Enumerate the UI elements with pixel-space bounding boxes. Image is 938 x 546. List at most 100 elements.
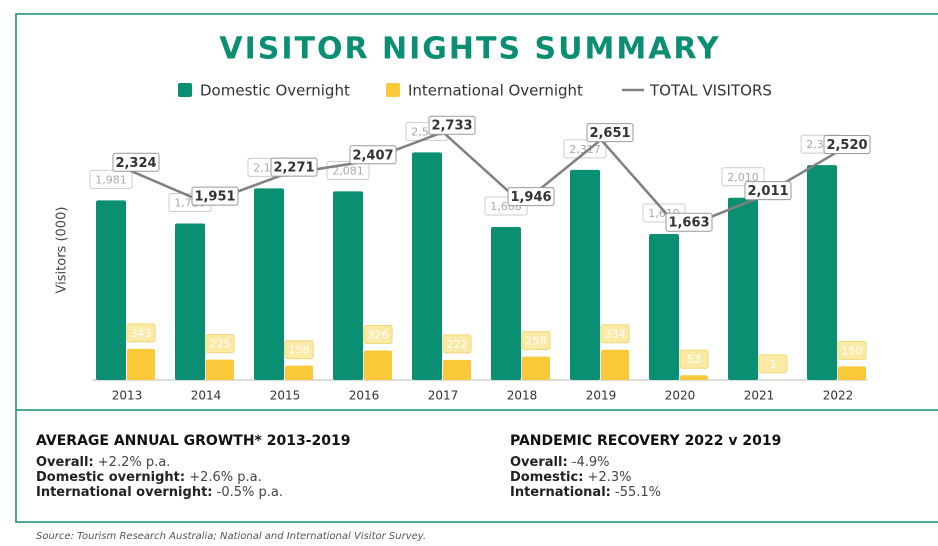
data-label-box — [428, 115, 476, 135]
panel-item: Overall: +2.2% p.a. — [36, 455, 170, 470]
legend-label: Domestic Overnight — [200, 82, 350, 100]
data-label-box — [442, 334, 472, 354]
data-label-box — [89, 169, 133, 189]
data-label: 343 — [131, 327, 152, 340]
data-label-box — [363, 324, 393, 344]
data-label: 1 — [770, 358, 777, 371]
data-label: 2,733 — [431, 119, 472, 134]
bar — [728, 197, 758, 380]
panel-item: Overall: -4.9% — [510, 455, 610, 470]
data-label-box — [349, 145, 397, 165]
data-label-box — [665, 212, 713, 232]
data-label-box — [679, 349, 709, 369]
legend-swatch — [178, 83, 192, 97]
data-label: 1,951 — [194, 190, 235, 205]
data-label: 2,407 — [352, 148, 393, 163]
data-label: 334 — [605, 328, 626, 341]
data-label: 326 — [368, 328, 389, 341]
data-label-box — [521, 331, 551, 351]
item-label: Domestic: — [510, 470, 583, 485]
bar — [570, 169, 600, 380]
bar — [522, 356, 550, 380]
data-label-box — [744, 181, 792, 201]
legend-label: TOTAL VISITORS — [649, 82, 772, 100]
item-value: +2.6% p.a. — [189, 470, 262, 485]
bar — [601, 349, 629, 380]
x-tick-label: 2022 — [823, 389, 854, 403]
bar — [127, 348, 155, 380]
bar — [491, 226, 521, 380]
bar — [254, 188, 284, 380]
data-label: 2,081 — [332, 164, 364, 177]
item-value: -55.1% — [615, 485, 661, 500]
data-label: 158 — [289, 344, 310, 357]
panel-heading: PANDEMIC RECOVERY 2022 v 2019 — [510, 433, 781, 449]
data-label-box — [823, 135, 871, 155]
item-label: International: — [510, 485, 611, 500]
legend-swatch — [386, 83, 400, 97]
source-note: Source: Tourism Research Australia; Nati… — [36, 531, 426, 542]
data-label: 53 — [687, 353, 701, 366]
data-label: 1,946 — [510, 190, 551, 205]
panel-item: Domestic overnight: +2.6% p.a. — [36, 470, 262, 485]
frame — [15, 13, 938, 523]
data-label-box — [600, 324, 630, 344]
legend-label: International Overnight — [408, 82, 583, 100]
x-tick-label: 2020 — [665, 389, 696, 403]
item-value: +2.2% p.a. — [98, 455, 171, 470]
bar — [206, 359, 234, 380]
data-label: 2,010 — [727, 171, 759, 184]
x-tick-label: 2018 — [507, 389, 538, 403]
total-line — [126, 130, 839, 231]
x-tick-label: 2019 — [586, 389, 617, 403]
item-value: -0.5% p.a. — [217, 485, 283, 500]
bar — [285, 365, 313, 380]
data-label-box — [586, 123, 634, 143]
data-label: 2,520 — [826, 138, 867, 153]
bar — [412, 152, 442, 380]
data-label: 225 — [210, 338, 231, 351]
x-tick-label: 2015 — [270, 389, 301, 403]
panel-item: Domestic: +2.3% — [510, 470, 631, 485]
x-tick-label: 2016 — [349, 389, 380, 403]
panel-heading: AVERAGE ANNUAL GROWTH* 2013-2019 — [36, 433, 350, 449]
y-axis-label: Visitors (000) — [55, 207, 70, 294]
data-label-box — [112, 152, 160, 172]
panel-item: International: -55.1% — [510, 485, 661, 500]
data-label: 258 — [526, 335, 547, 348]
data-label: 2,011 — [747, 184, 788, 199]
bar — [443, 359, 471, 380]
bar — [807, 165, 837, 380]
data-label: 150 — [842, 344, 863, 357]
x-tick-label: 2017 — [428, 389, 459, 403]
data-label: 2,271 — [273, 161, 314, 176]
data-label-box — [205, 334, 235, 354]
data-label-box — [126, 323, 156, 343]
data-label: 1,663 — [668, 216, 709, 231]
bar — [649, 234, 679, 380]
item-label: Domestic overnight: — [36, 470, 185, 485]
bar — [175, 223, 205, 380]
item-label: Overall: — [510, 455, 568, 470]
x-tick-label: 2021 — [744, 389, 775, 403]
item-label: Overall: — [36, 455, 94, 470]
bar — [364, 350, 392, 380]
data-label: 222 — [447, 338, 468, 351]
data-label-box — [507, 187, 555, 207]
chart-title: VISITOR NIGHTS SUMMARY — [219, 32, 720, 67]
x-tick-label: 2014 — [191, 389, 222, 403]
bar — [838, 366, 866, 380]
x-tick-label: 2013 — [112, 389, 143, 403]
bar — [333, 191, 363, 380]
item-value: -4.9% — [572, 455, 610, 470]
item-label: International overnight: — [36, 485, 213, 500]
panel-item: International overnight: -0.5% p.a. — [36, 485, 283, 500]
data-label: 1,981 — [95, 173, 127, 186]
item-value: +2.3% — [588, 470, 632, 485]
data-label-box — [284, 340, 314, 360]
data-label: 2,324 — [115, 156, 156, 171]
bar — [96, 200, 126, 380]
data-label-box — [191, 186, 239, 206]
